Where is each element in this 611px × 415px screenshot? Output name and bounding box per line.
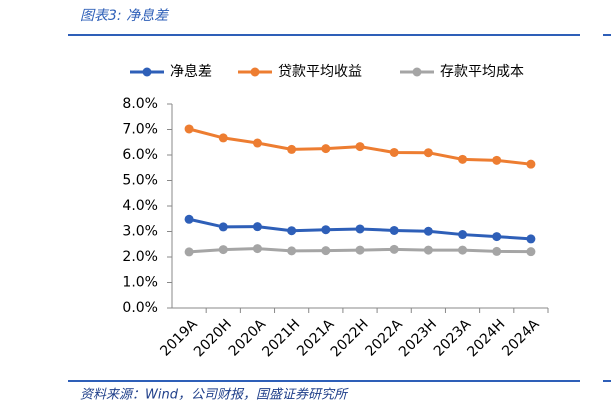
- legend-label: 贷款平均收益: [278, 64, 362, 80]
- data-point: [184, 214, 194, 224]
- data-point: [423, 226, 433, 236]
- source-note: 资料来源：Wind，公司财报，国盛证券研究所: [80, 387, 349, 403]
- y-tick-label: 1.0%: [122, 275, 158, 291]
- x-tick-label: 2024A: [499, 316, 543, 360]
- x-tick-label: 2022H: [328, 316, 372, 360]
- data-point: [321, 246, 331, 256]
- data-point: [492, 246, 502, 256]
- y-tick-label: 6.0%: [122, 147, 158, 163]
- legend-marker: [412, 67, 422, 77]
- data-point: [218, 222, 228, 232]
- legend-label: 存款平均成本: [440, 64, 524, 80]
- data-point: [492, 155, 502, 165]
- y-tick-label: 2.0%: [122, 249, 158, 265]
- page-title: 图表3: 净息差: [80, 8, 170, 24]
- y-tick-label: 4.0%: [122, 198, 158, 214]
- data-point: [389, 147, 399, 157]
- data-point: [355, 245, 365, 255]
- y-tick-label: 3.0%: [122, 224, 158, 240]
- data-point: [184, 124, 194, 134]
- data-point: [458, 154, 468, 164]
- data-point: [287, 246, 297, 256]
- x-tick-label: 2024H: [464, 316, 508, 360]
- x-tick-label: 2020H: [191, 316, 235, 360]
- data-point: [492, 232, 502, 242]
- y-tick-label: 0.0%: [122, 300, 158, 316]
- data-point: [218, 133, 228, 143]
- data-point: [287, 144, 297, 154]
- legend-marker: [250, 67, 260, 77]
- x-tick-label: 2023H: [396, 316, 440, 360]
- data-point: [526, 234, 536, 244]
- data-point: [526, 159, 536, 169]
- y-tick-label: 5.0%: [122, 173, 158, 189]
- y-tick-label: 8.0%: [122, 96, 158, 112]
- data-point: [252, 244, 262, 254]
- data-point: [526, 247, 536, 257]
- data-point: [321, 144, 331, 154]
- data-point: [252, 222, 262, 232]
- data-point: [458, 230, 468, 240]
- data-point: [287, 226, 297, 236]
- data-point: [458, 245, 468, 255]
- x-tick-label: 2021H: [259, 316, 303, 360]
- data-point: [389, 225, 399, 235]
- data-point: [355, 224, 365, 234]
- legend-label: 净息差: [170, 63, 212, 80]
- data-point: [423, 245, 433, 255]
- data-point: [321, 225, 331, 235]
- data-point: [252, 138, 262, 148]
- y-tick-label: 7.0%: [122, 122, 158, 138]
- data-point: [355, 142, 365, 152]
- data-point: [184, 247, 194, 257]
- data-point: [218, 245, 228, 255]
- data-point: [423, 148, 433, 158]
- legend-marker: [142, 67, 152, 77]
- data-point: [389, 244, 399, 254]
